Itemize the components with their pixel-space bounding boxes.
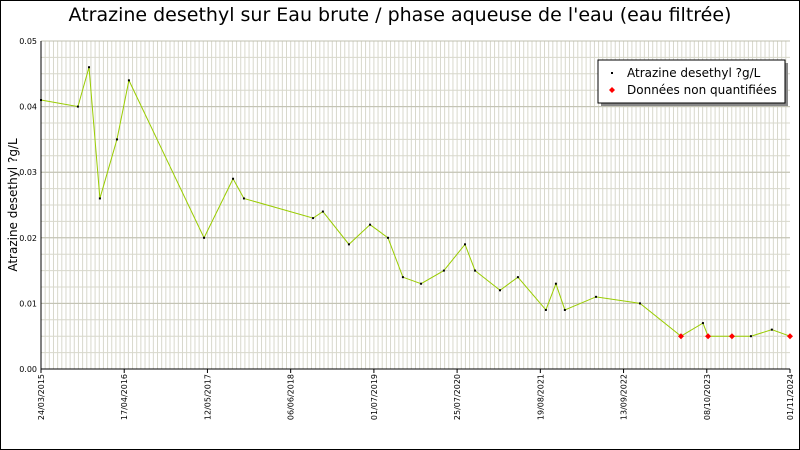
x-tick-label: 12/05/2017 [203, 374, 212, 420]
point [420, 282, 423, 285]
point [203, 236, 206, 239]
point [499, 289, 502, 292]
y-tick-label: 0.05 [19, 37, 37, 46]
legend-label: Données non quantifiées [627, 83, 777, 97]
x-tick-label: 25/07/2020 [453, 374, 462, 420]
point [442, 269, 445, 272]
x-tick-label: 17/04/2016 [120, 374, 129, 420]
point [386, 236, 389, 239]
chart-title: Atrazine desethyl sur Eau brute / phase … [69, 4, 732, 26]
x-tick-label: 19/08/2021 [536, 374, 545, 420]
x-tick-label: 06/06/2018 [287, 374, 296, 420]
legend-marker [609, 87, 615, 93]
x-tick-label: 01/11/2024 [786, 374, 795, 420]
point [242, 197, 245, 200]
x-tick-label: 24/03/2015 [37, 374, 46, 420]
point [474, 269, 477, 272]
point [563, 308, 566, 311]
x-tick-label: 08/10/2023 [703, 374, 712, 420]
point [464, 243, 467, 246]
point [516, 276, 519, 279]
point [677, 333, 684, 340]
point [321, 210, 324, 213]
point [369, 223, 372, 226]
point [701, 322, 704, 325]
point [312, 217, 315, 220]
point [749, 335, 752, 338]
y-tick-label: 0.03 [19, 168, 37, 177]
y-tick-label: 0.02 [19, 234, 37, 243]
y-tick-label: 0.00 [19, 365, 37, 374]
point [76, 105, 79, 108]
point [770, 328, 773, 331]
x-tick-label: 01/07/2019 [370, 374, 379, 420]
point [728, 333, 735, 340]
y-tick-label: 0.04 [19, 103, 37, 112]
point [787, 333, 793, 340]
legend-label: Atrazine desethyl ?g/L [627, 66, 761, 80]
plot-area [40, 66, 793, 340]
legend-marker [611, 72, 613, 74]
point [401, 276, 404, 279]
y-axis-label: Atrazine desethyl ?g/L [6, 138, 20, 272]
legend-box [597, 59, 786, 104]
y-tick-label: 0.01 [19, 299, 37, 308]
point [347, 243, 350, 246]
point [232, 177, 235, 180]
point [705, 333, 712, 340]
point [98, 197, 101, 200]
point [595, 295, 598, 298]
point [127, 79, 130, 82]
point [638, 302, 641, 305]
point [554, 282, 557, 285]
point [88, 66, 91, 69]
x-tick-label: 13/09/2022 [620, 374, 629, 420]
point [544, 308, 547, 311]
point [115, 138, 118, 141]
